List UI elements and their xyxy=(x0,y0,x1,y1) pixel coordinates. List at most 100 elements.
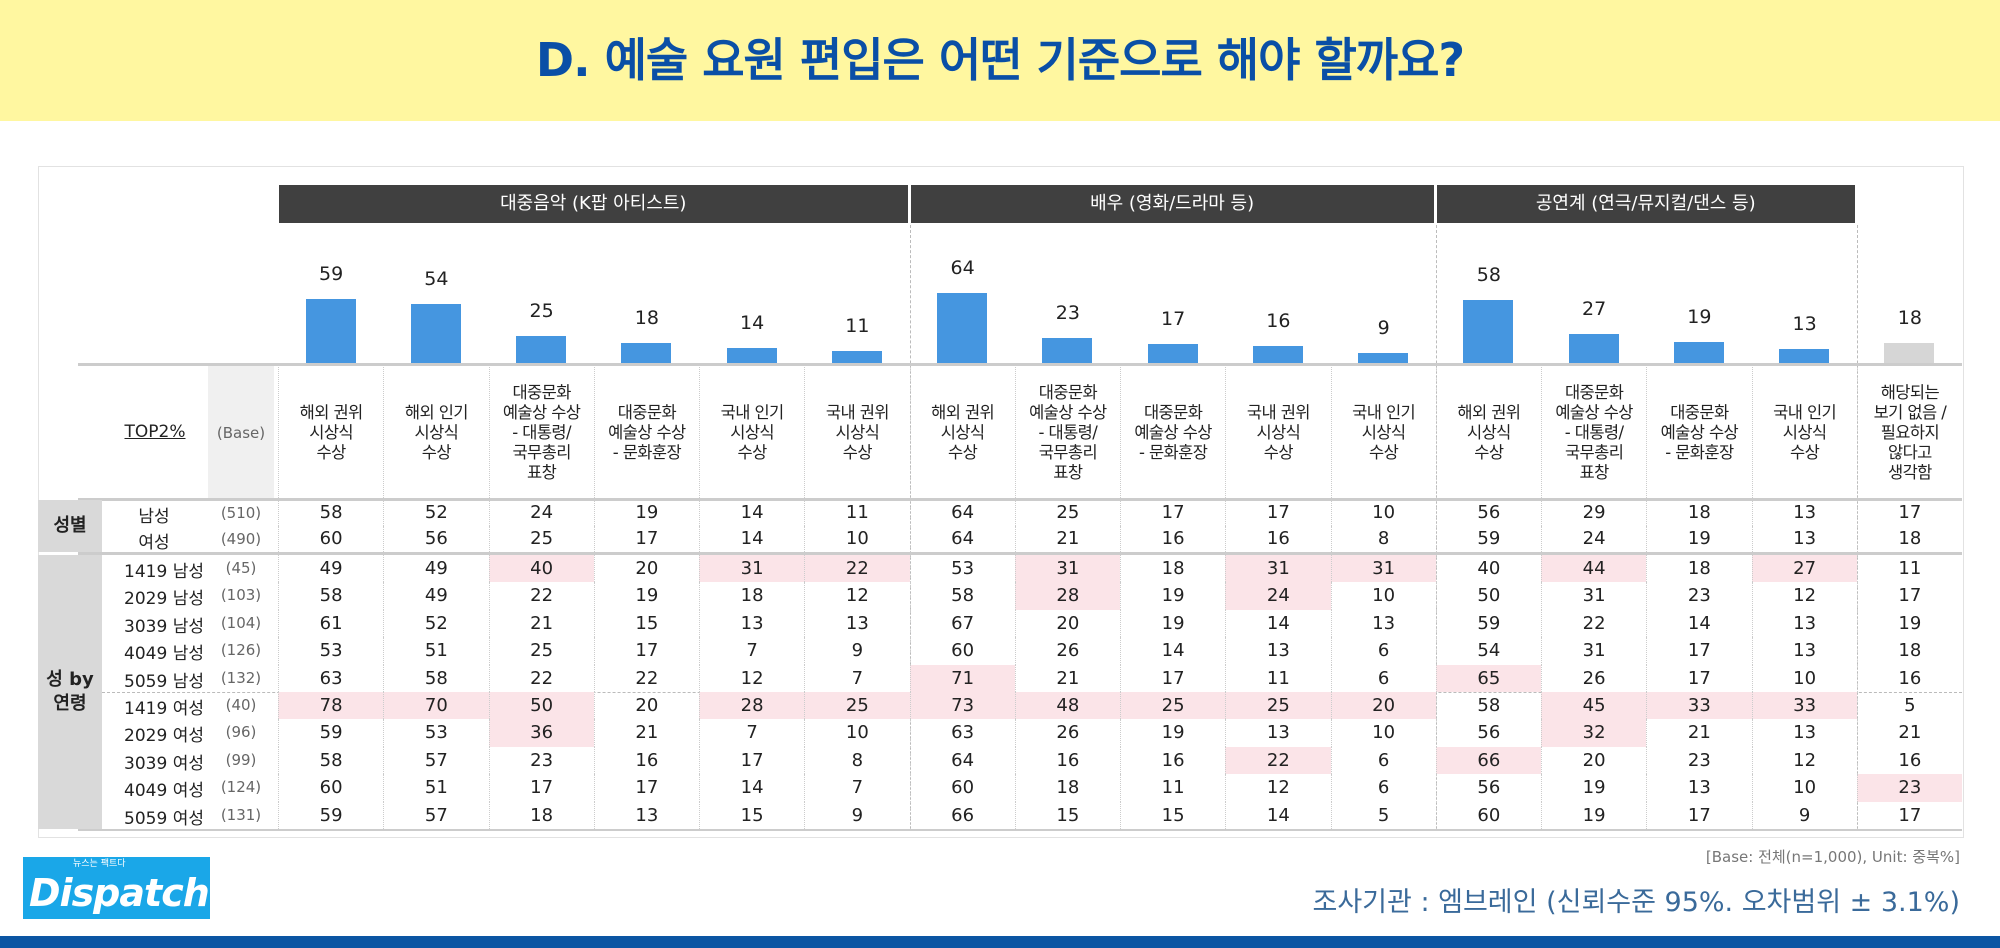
table-cell: 11 xyxy=(804,500,909,526)
column-header: 국내 인기 시상식 수상 xyxy=(699,365,804,500)
table-cell: 15 xyxy=(1014,801,1120,829)
row-label: 2029 여성 xyxy=(124,726,204,747)
row-base: (104) xyxy=(220,613,262,632)
table-cell: 19 xyxy=(1120,582,1225,610)
bar xyxy=(1884,343,1935,363)
table-cell: 59 xyxy=(278,719,383,747)
column-header-text: 대중문화 예술상 수상 - 대통령/ 국무총리 표창 xyxy=(502,382,581,482)
table-cell: 18 xyxy=(1646,500,1751,526)
table-cell: 16 xyxy=(1225,526,1330,552)
table-cell: 61 xyxy=(278,609,383,638)
column-header: 해외 권위 시상식 수상 xyxy=(909,365,1015,500)
table-cell: 25 xyxy=(804,692,910,720)
table-cell: 17 xyxy=(1856,801,1962,829)
table-cell: 58 xyxy=(278,746,383,775)
base-header: (Base) xyxy=(216,424,266,442)
table-cell: 56 xyxy=(383,526,488,552)
table-cell: 19 xyxy=(593,500,699,526)
table-cell: 22 xyxy=(593,664,699,692)
table-cell: 6 xyxy=(1330,774,1436,802)
table-cell: 6 xyxy=(1330,637,1436,665)
table-cell: 17 xyxy=(1646,664,1751,692)
header-bottom-line xyxy=(78,498,1962,501)
table-cell: 49 xyxy=(383,555,488,583)
table-cell: 17 xyxy=(1646,637,1751,665)
column-header: 해외 인기 시상식 수상 xyxy=(383,365,488,500)
column-header-text: 국내 인기 시상식 수상 xyxy=(1352,402,1416,462)
column-header: 국내 인기 시상식 수상 xyxy=(1330,365,1436,500)
column-header: 대중문화 예술상 수상 - 문화훈장 xyxy=(1646,365,1751,500)
table-cell: 20 xyxy=(1541,746,1646,775)
table-cell: 21 xyxy=(488,609,594,638)
table-cell: 23 xyxy=(1646,582,1751,610)
column-header: 국내 권위 시상식 수상 xyxy=(1225,365,1330,500)
row-base: (40) xyxy=(225,696,257,714)
table-cell: 58 xyxy=(278,500,383,526)
table-cell: 17 xyxy=(699,746,804,775)
table-cell: 25 xyxy=(488,526,594,552)
table-cell: 52 xyxy=(383,609,488,638)
group-header: 배우 (영화/드라마 등) xyxy=(910,185,1434,223)
row-base: (99) xyxy=(225,750,257,769)
table-cell: 10 xyxy=(1330,719,1436,747)
column-header-text: 대중문화 예술상 수상 - 문화훈장 xyxy=(1660,402,1739,462)
table-cell: 18 xyxy=(1856,637,1962,665)
table-cell: 64 xyxy=(909,500,1015,526)
column-header-text: 대중문화 예술상 수상 - 문화훈장 xyxy=(608,402,686,462)
table-cell: 21 xyxy=(1014,526,1120,552)
section-label-gender: 성별 xyxy=(38,500,102,552)
corner-label: TOP2% xyxy=(124,422,186,442)
table-cell: 14 xyxy=(1646,609,1751,638)
column-header-text: 대중문화 예술상 수상 - 대통령/ 국무총리 표창 xyxy=(1029,382,1107,482)
row-label: 3039 남성 xyxy=(124,616,204,637)
table-cell: 11 xyxy=(1856,555,1962,583)
column-header-text: 해외 인기 시상식 수상 xyxy=(404,402,469,462)
table-cell: 33 xyxy=(1646,692,1752,720)
row-base: (131) xyxy=(220,805,262,824)
table-cell: 8 xyxy=(1330,526,1436,552)
survey-source: 조사기관 : 엠브레인 (신뢰수준 95%. 오차범위 ± 3.1%) xyxy=(1312,887,1961,918)
table-cell: 22 xyxy=(488,664,594,692)
table-cell: 10 xyxy=(804,719,909,747)
table-cell: 23 xyxy=(1856,774,1962,802)
bar-value-label: 19 xyxy=(1687,306,1712,329)
table-cell: 36 xyxy=(488,719,594,747)
table-cell: 9 xyxy=(1751,801,1857,829)
table-cell: 13 xyxy=(699,609,804,638)
table-cell: 64 xyxy=(909,746,1015,775)
dispatch-logo: 뉴스는 팩트다 Dispatch xyxy=(23,857,210,919)
table-bottom-line xyxy=(78,829,1962,831)
title-banner xyxy=(0,0,2000,121)
table-cell: 53 xyxy=(383,719,488,747)
table-cell: 33 xyxy=(1751,692,1857,720)
table-cell: 13 xyxy=(1751,637,1857,665)
table-cell: 6 xyxy=(1330,664,1436,692)
table-cell: 49 xyxy=(278,555,383,583)
table-cell: 19 xyxy=(593,582,699,610)
table-cell: 19 xyxy=(1541,801,1646,829)
table-cell: 14 xyxy=(1120,637,1225,665)
table-cell: 19 xyxy=(1541,774,1646,802)
table-cell: 21 xyxy=(1014,664,1120,692)
bar-value-label: 18 xyxy=(1897,307,1922,330)
table-cell: 16 xyxy=(1120,746,1225,775)
table-cell: 17 xyxy=(488,774,594,802)
table-cell: 31 xyxy=(1541,637,1646,665)
table-cell: 57 xyxy=(383,801,488,829)
column-header-text: 대중문화 예술상 수상 - 문화훈장 xyxy=(1134,402,1212,462)
table-cell: 13 xyxy=(1751,719,1857,747)
table-cell: 17 xyxy=(593,526,699,552)
table-cell: 13 xyxy=(1646,774,1751,802)
column-header: 해외 권위 시상식 수상 xyxy=(278,365,383,500)
header-top-line xyxy=(78,363,1962,366)
column-header: 해당되는 보기 없음 / 필요하지 않다고 생각함 xyxy=(1856,365,1962,500)
table-cell: 21 xyxy=(593,719,699,747)
bar-value-label: 13 xyxy=(1792,312,1817,335)
bar-value-label: 25 xyxy=(529,299,554,322)
column-header: 국내 인기 시상식 수상 xyxy=(1751,365,1857,500)
table-cell: 25 xyxy=(1225,692,1331,720)
table-cell: 9 xyxy=(804,637,909,665)
table-cell: 13 xyxy=(1225,719,1330,747)
table-cell: 66 xyxy=(1435,746,1541,775)
bar xyxy=(305,298,356,363)
